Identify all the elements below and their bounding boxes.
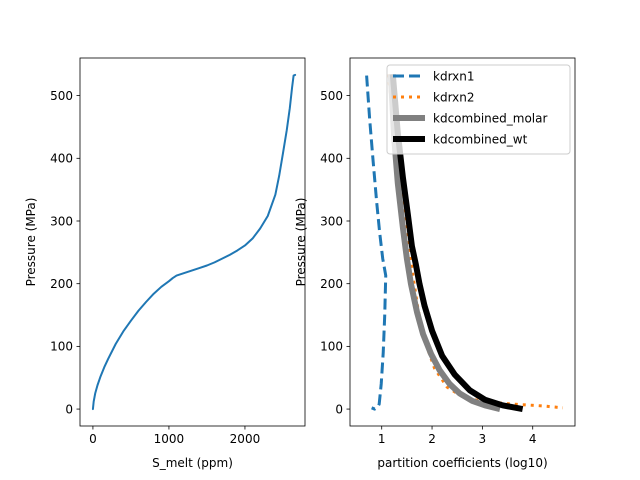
right-y-tick-label: 100 [320, 340, 343, 354]
right-x-tick-label: 3 [479, 432, 487, 446]
right-x-tick-label: 2 [428, 432, 436, 446]
legend-label-kdrxn2: kdrxn2 [433, 91, 475, 105]
right-subplot: 1 2 3 4 0 100 200 300 400 500 partition coefficien… [294, 57, 576, 470]
left-x-tick-label: 2000 [230, 432, 261, 446]
right-legend: kdrxn1 kdrxn2 kdcombined_molar kdcombined_w… [386, 64, 571, 155]
right-legend-box [386, 64, 571, 155]
left-y-tick-label: 300 [50, 214, 73, 228]
right-series-group [365, 74, 564, 413]
left-series-line-0 [91, 73, 297, 411]
right-x-axis-label: partition coefficients (log10) [377, 456, 547, 470]
legend-label-kdcombined_wt: kdcombined_wt [433, 133, 528, 147]
legend-label-kdrxn1: kdrxn1 [433, 70, 475, 84]
right-y-tick-label: 500 [320, 89, 343, 103]
left-y-tick-label: 200 [50, 277, 73, 291]
left-x-tick-label: 1000 [154, 432, 185, 446]
left-axes-frame [79, 57, 306, 427]
right-x-tick-label: 4 [529, 432, 537, 446]
right-series-line-kdcombined_wt [389, 74, 524, 413]
left-plot-area [80, 58, 305, 426]
right-axes-frame [349, 57, 576, 427]
right-y-tick-label: 300 [320, 214, 343, 228]
left-subplot: 0 1000 2000 0 100 200 300 400 500 S_melt (ppm) Pre… [24, 57, 306, 470]
right-series-line-kdcombined_molar [387, 74, 501, 412]
legend-label-kdcombined_molar: kdcombined_molar [433, 112, 547, 126]
left-y-tick-label: 500 [50, 89, 73, 103]
right-y-tick-label: 400 [320, 152, 343, 166]
left-y-tick-label: 400 [50, 152, 73, 166]
right-y-axis-label: Pressure (MPa) [294, 198, 308, 287]
left-x-axis-label: S_melt (ppm) [152, 456, 233, 470]
left-y-tick-label: 0 [65, 402, 73, 416]
right-x-tick-label: 1 [378, 432, 386, 446]
left-y-axis-label: Pressure (MPa) [24, 198, 38, 287]
right-y-tick-label: 200 [320, 277, 343, 291]
right-y-tick-label: 0 [335, 402, 343, 416]
left-x-tick-label: 0 [89, 432, 97, 446]
left-y-tick-label: 100 [50, 340, 73, 354]
left-series-group [91, 73, 297, 411]
